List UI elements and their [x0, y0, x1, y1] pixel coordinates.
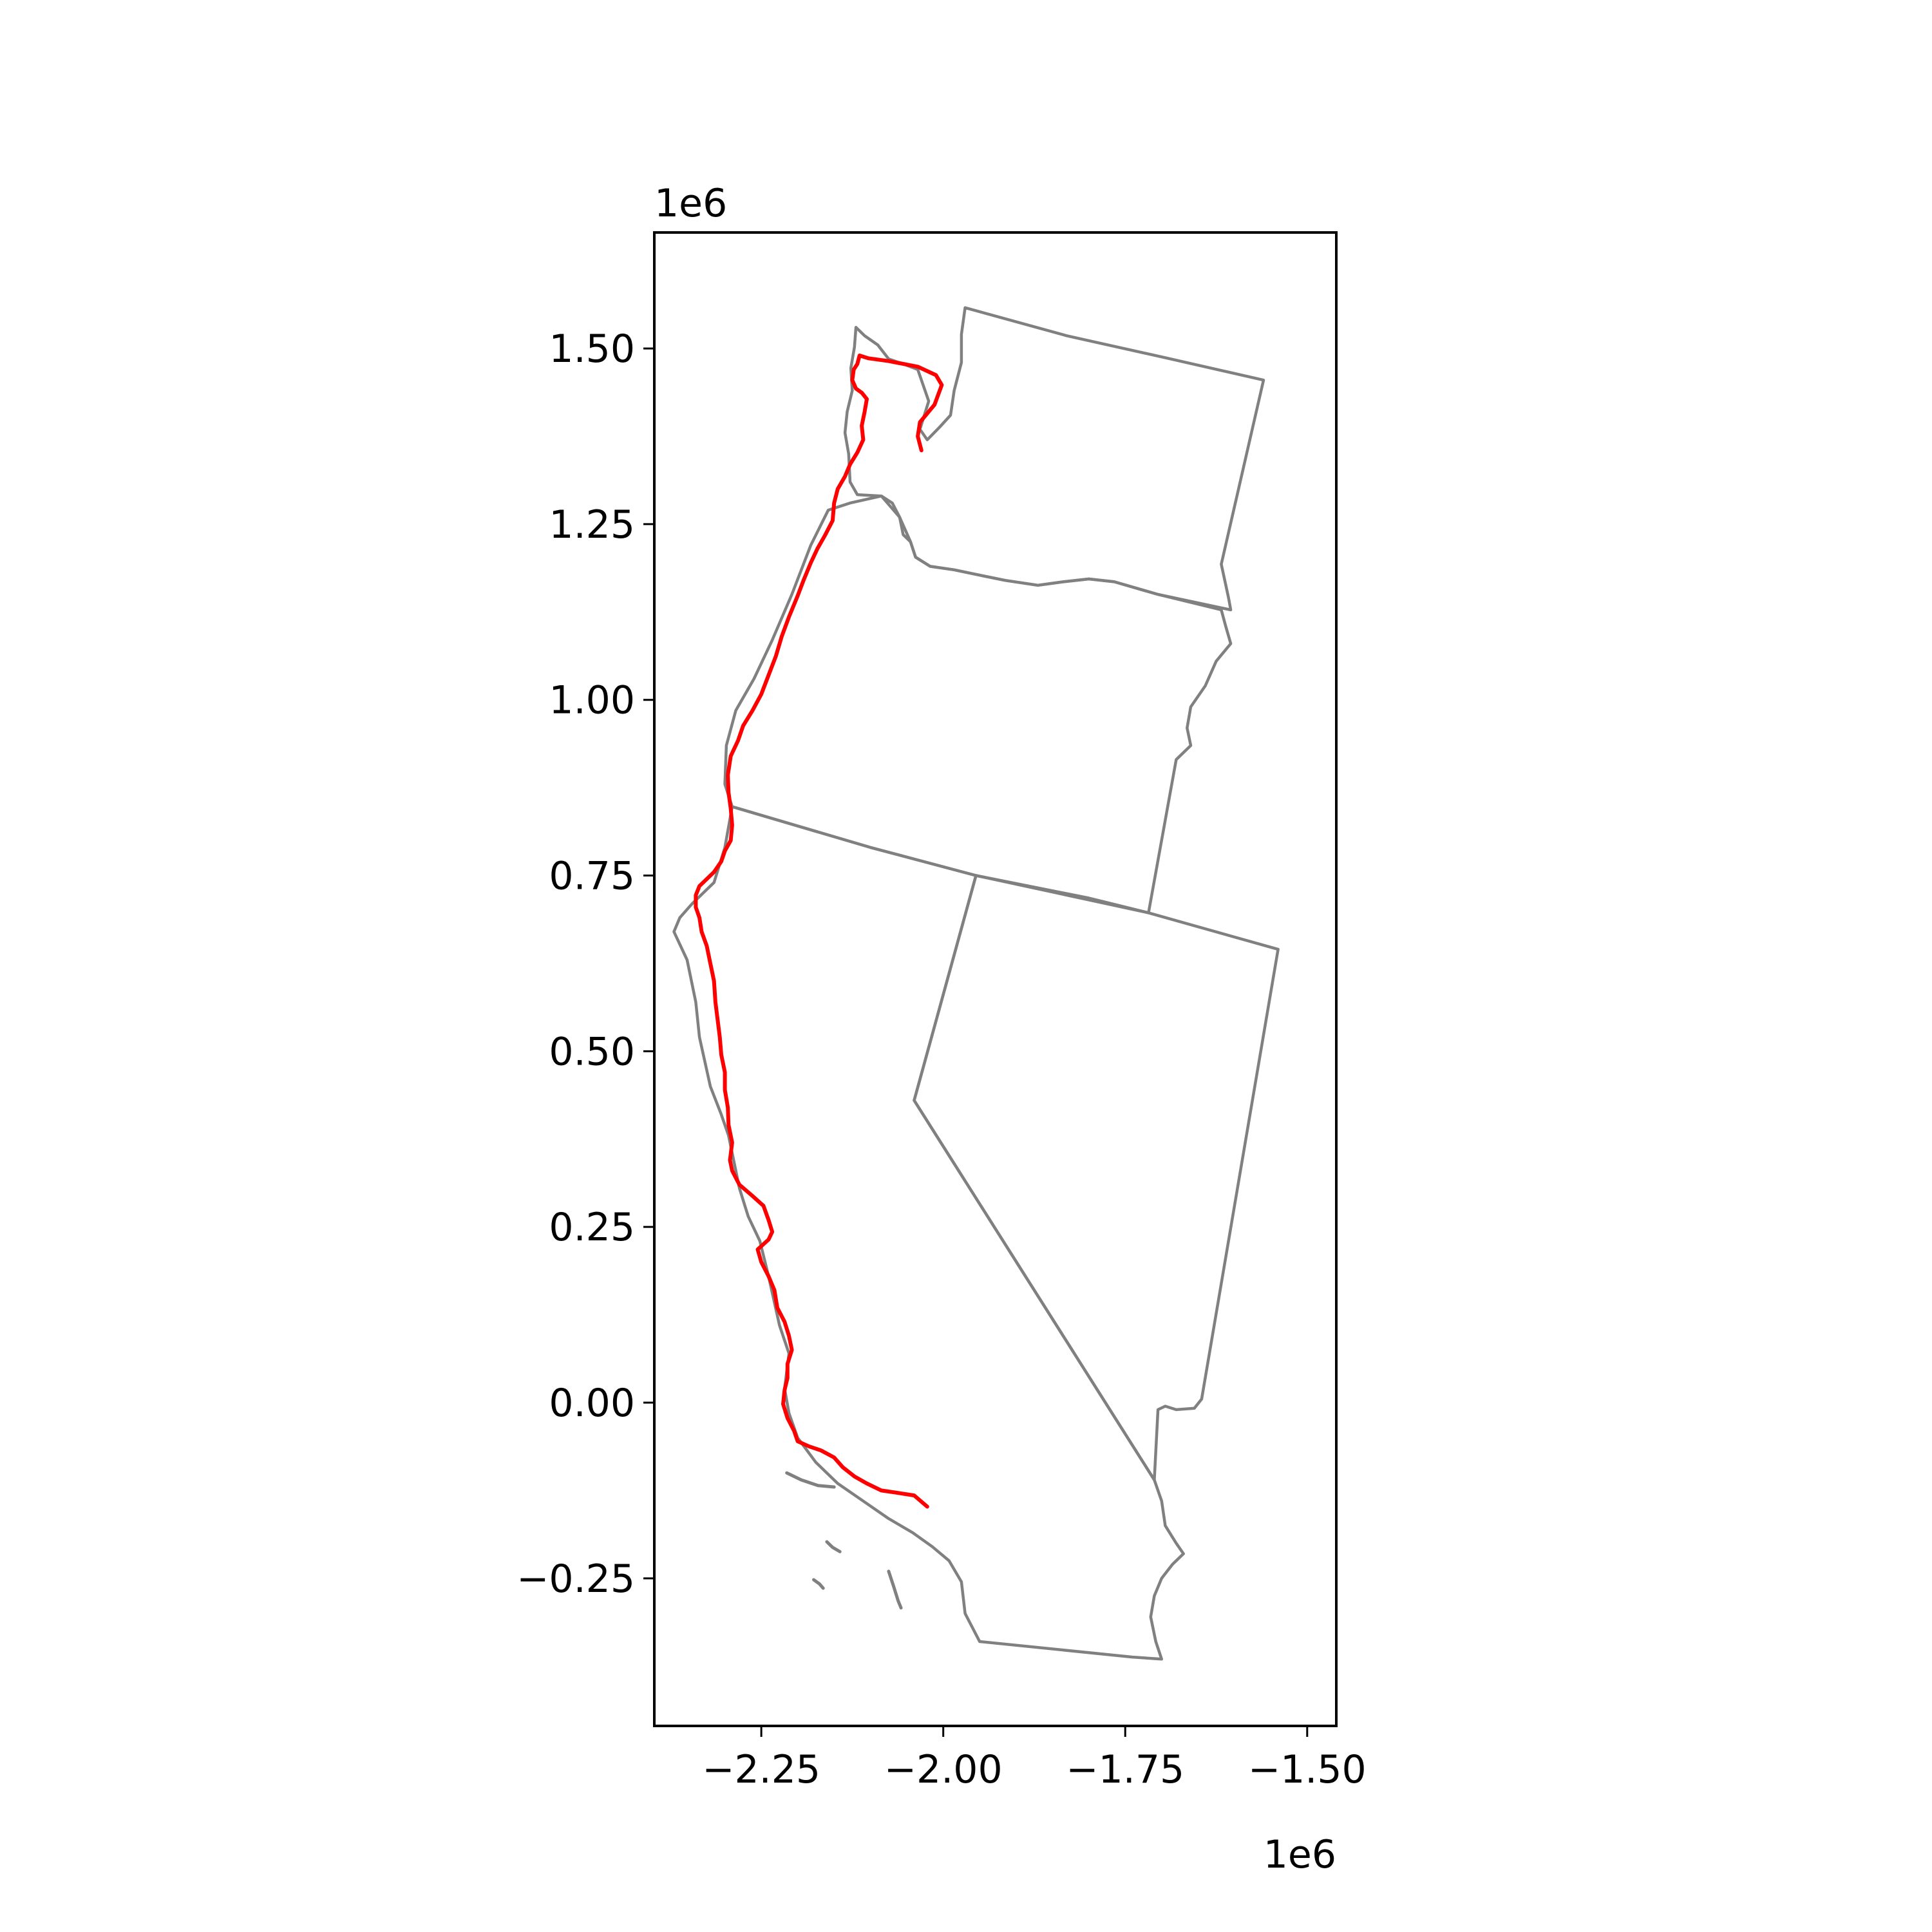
y-tick-label: 1.00 [549, 678, 635, 723]
y-axis-offset-label: 1e6 [654, 181, 727, 226]
island-outline-1 [825, 1540, 842, 1553]
y-tick-label: 1.50 [549, 327, 635, 372]
x-tick-label: −2.00 [884, 1747, 1003, 1792]
y-axis-ticks: 1.50 1.25 1.00 0.75 0.50 0.25 0.00 −0.25 [516, 327, 654, 1602]
y-tick-label: 1.25 [549, 502, 635, 547]
x-axis-ticks: −2.25 −2.00 −1.75 −1.50 [702, 1726, 1367, 1792]
route-line [694, 354, 944, 1509]
state-outline-nevada [913, 874, 1280, 1482]
y-tick-label: 0.50 [549, 1029, 635, 1074]
y-tick-label: 0.00 [549, 1381, 635, 1426]
route-track [694, 354, 944, 1509]
island-outlines [785, 1471, 903, 1610]
axes-frame [653, 231, 1338, 1727]
x-tick-label: −1.75 [1066, 1747, 1184, 1792]
island-outline-2 [887, 1569, 903, 1610]
y-tick-label: −0.25 [516, 1557, 635, 1602]
island-outline-3 [812, 1578, 825, 1590]
y-tick-label: 0.75 [549, 854, 635, 899]
x-tick-label: −1.50 [1248, 1747, 1367, 1792]
state-outline-oregon [723, 494, 1233, 914]
x-axis-offset-label: 1e6 [1264, 1832, 1336, 1877]
y-tick-label: 0.25 [549, 1205, 635, 1250]
x-tick-label: −2.25 [702, 1747, 820, 1792]
island-outline-0 [785, 1471, 836, 1489]
state-outline-california [672, 805, 1185, 1661]
